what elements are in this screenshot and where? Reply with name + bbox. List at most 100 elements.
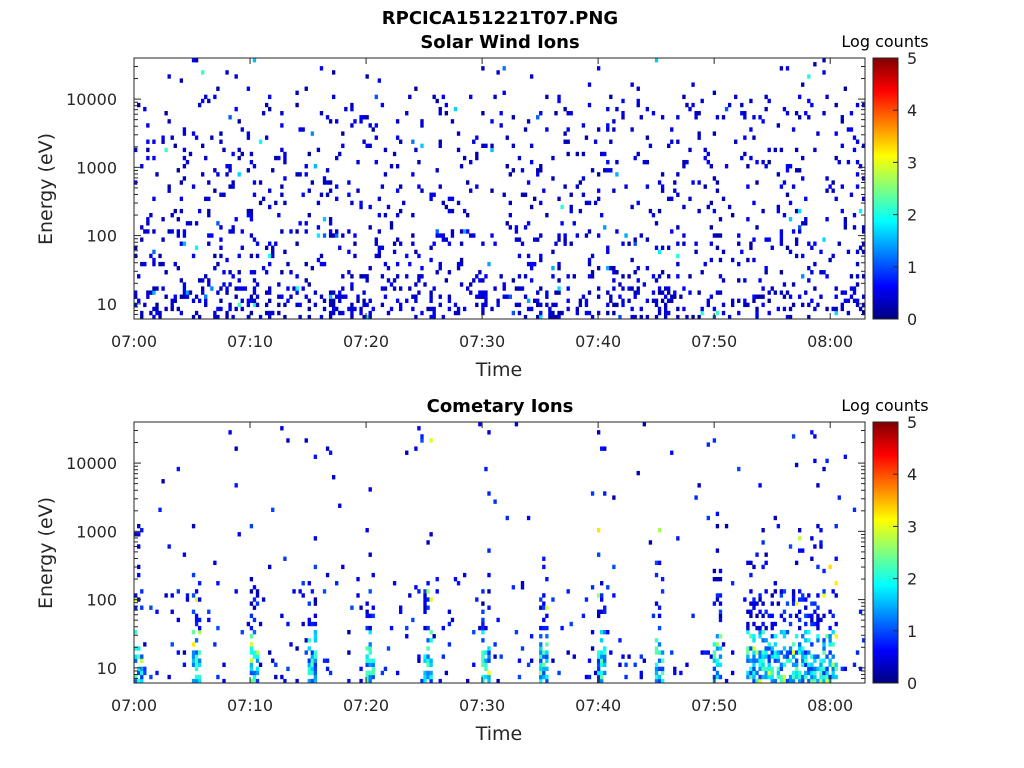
heatmap-cell <box>182 147 187 153</box>
heatmap-cell <box>450 617 455 623</box>
heatmap-cell <box>249 523 254 529</box>
heatmap-cell <box>134 290 138 295</box>
heatmap-cell <box>770 613 774 619</box>
heatmap-cell <box>258 314 263 320</box>
heatmap-cell <box>182 176 187 181</box>
heatmap-cell <box>569 241 573 246</box>
heatmap-cell <box>639 115 643 120</box>
heatmap-cell <box>420 434 424 439</box>
heatmap-cell <box>310 265 315 271</box>
heatmap-cell <box>828 184 832 189</box>
heatmap-cell <box>328 119 333 124</box>
heatmap-cell <box>776 306 781 312</box>
heatmap-cell <box>767 674 771 680</box>
heatmap-cell <box>328 298 333 303</box>
heatmap-cell <box>432 634 436 639</box>
heatmap-cell <box>313 601 318 606</box>
x-tick-label: 07:50 <box>691 332 737 351</box>
heatmap-cell <box>834 593 838 598</box>
heatmap-cell <box>831 662 835 667</box>
heatmap-cell <box>545 654 549 659</box>
heatmap-cell <box>359 678 363 684</box>
heatmap-cell <box>140 678 144 684</box>
heatmap-cell <box>667 310 671 316</box>
heatmap-cell <box>819 544 823 549</box>
heatmap-cell <box>761 650 765 655</box>
heatmap-cell <box>514 422 519 427</box>
heatmap-cell <box>426 540 430 545</box>
heatmap-cell <box>170 135 174 140</box>
heatmap-cell <box>490 119 494 124</box>
heatmap-cell <box>791 593 796 598</box>
heatmap-cell <box>414 294 418 299</box>
heatmap-cell <box>261 597 266 602</box>
heatmap-cell <box>380 286 385 291</box>
heatmap-cell <box>627 286 631 291</box>
heatmap-cell <box>797 678 802 684</box>
heatmap-cell <box>575 233 579 238</box>
heatmap-cell <box>794 601 799 606</box>
heatmap-cell <box>228 270 232 275</box>
heatmap-cell <box>621 111 625 116</box>
heatmap-cell <box>734 94 738 100</box>
heatmap-cell <box>746 650 750 655</box>
heatmap-cell <box>551 249 555 255</box>
heatmap-cell <box>429 658 433 663</box>
heatmap-cell <box>846 127 851 132</box>
heatmap-cell <box>804 638 808 643</box>
heatmap-cell <box>828 658 832 663</box>
heatmap-cell <box>776 204 781 210</box>
heatmap-cell <box>797 650 802 655</box>
heatmap-cell <box>466 678 470 684</box>
heatmap-cell <box>843 217 848 222</box>
heatmap-cell <box>563 241 567 246</box>
heatmap-cell <box>234 589 238 594</box>
heatmap-cell <box>825 94 829 100</box>
heatmap-cell <box>536 314 540 320</box>
heatmap-cell <box>462 306 467 312</box>
heatmap-cell <box>252 298 257 303</box>
heatmap-cell <box>529 658 534 663</box>
heatmap-cell <box>645 135 650 140</box>
heatmap-cell <box>529 278 534 283</box>
heatmap-cell <box>499 654 503 659</box>
heatmap-cell <box>286 298 290 303</box>
heatmap-cell <box>794 658 799 663</box>
heatmap-cell <box>663 286 668 291</box>
heatmap-cell <box>219 245 223 250</box>
heatmap-cell <box>191 523 196 529</box>
heatmap-cell <box>176 589 180 594</box>
heatmap-cell <box>310 131 315 136</box>
heatmap-cell <box>307 601 311 606</box>
heatmap-cell <box>143 302 147 308</box>
heatmap-cell <box>600 446 604 451</box>
heatmap-cell <box>423 654 427 659</box>
y-axis-label-solar-wind: Energy (eV) <box>35 133 57 245</box>
heatmap-cell <box>743 115 747 120</box>
heatmap-cell <box>344 294 348 299</box>
heatmap-cell <box>188 290 193 295</box>
heatmap-cell <box>277 294 281 299</box>
heatmap-cell <box>295 102 299 108</box>
heatmap-cell <box>231 180 235 185</box>
heatmap-cell <box>779 662 784 667</box>
heatmap-cell <box>737 278 741 283</box>
heatmap-cell <box>328 217 333 222</box>
heatmap-cell <box>822 646 826 651</box>
heatmap-cell <box>539 678 543 684</box>
heatmap-cell <box>307 646 311 651</box>
heatmap-cell <box>596 654 601 659</box>
heatmap-cell <box>813 544 817 549</box>
heatmap-cell <box>134 147 138 153</box>
heatmap-cell <box>182 662 187 667</box>
heatmap-cell <box>767 613 771 619</box>
heatmap-cell <box>274 155 278 161</box>
heatmap-cell <box>600 597 604 602</box>
heatmap-cell <box>481 625 485 631</box>
heatmap-cell <box>487 646 491 651</box>
heatmap-cell <box>825 306 829 312</box>
heatmap-cell <box>603 646 607 651</box>
heatmap-cell <box>484 674 488 680</box>
heatmap-cell <box>170 212 174 218</box>
heatmap-cell <box>359 306 363 312</box>
